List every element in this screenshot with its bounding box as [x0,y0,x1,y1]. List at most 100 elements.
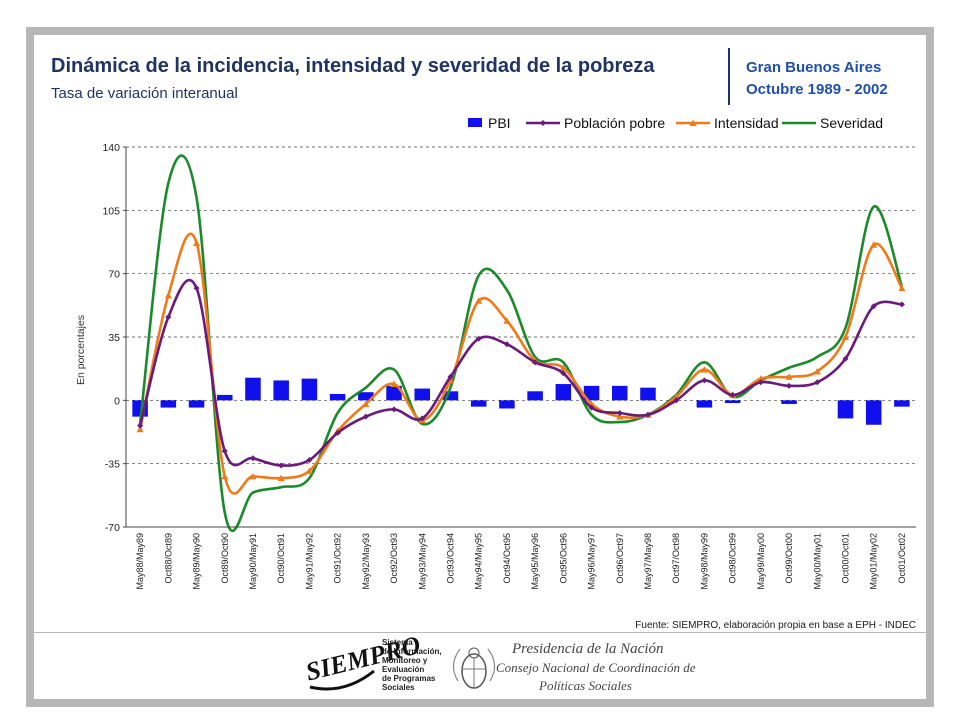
poblacion-marker [391,406,398,413]
intensidad-marker [813,367,821,375]
pbi-bar [611,385,628,401]
intensidad-marker [475,297,483,304]
legend-swatch [468,118,482,127]
x-tick-label: Oct00/Oct01 [840,533,850,584]
pbi-bar [781,400,797,404]
pbi-bar [358,392,374,401]
pbi-bar [470,400,487,407]
x-tick-label: Oct92/Oct93 [389,533,399,584]
poblacion-marker [532,359,539,366]
y-tick-label: 0 [114,395,120,407]
x-tick-label: May99/May00 [756,533,766,590]
poblacion-marker [221,448,228,454]
pbi-bar [865,400,882,425]
x-tick-label: May01/May02 [869,533,879,590]
x-tick-label: May88/May89 [135,533,145,590]
legend-item-severidad: Severidad [782,115,883,131]
intensidad-line [138,232,904,495]
pbi-bar [442,391,459,401]
presidencia-logo: Presidencia de la Nación Consejo Naciona… [452,641,696,693]
pbi-bar [414,388,431,401]
x-tick-label: May96/May97 [587,533,597,590]
poblacion-marker [898,301,905,308]
pbi-bar [583,385,600,401]
poverty-dynamics-chart: -70 -35 0 35 70 105 140 May88/May89 Oct88/Oct89… [75,115,916,693]
siempro-caption-line: Monitoreo y [382,656,428,665]
pbi-bar [724,400,741,404]
poblacion-marker [278,462,285,469]
x-tick-label: May89/May90 [192,533,202,590]
intensidad-marker [221,472,229,480]
x-tick-label: Oct94/Oct95 [502,533,512,584]
x-tick-label: Oct90/Oct91 [276,533,286,584]
pbi-bar [640,387,656,401]
poblacion-marker [137,422,144,429]
y-tick-label: 70 [108,269,120,281]
poblacion-marker [165,314,172,321]
poblacion-marker [786,382,793,389]
x-tick-label: Oct96/Oct97 [615,533,625,584]
intensidad-marker [757,375,765,382]
intensidad-marker [785,373,793,380]
x-tick-label: Oct99/Oct00 [784,533,794,584]
presidencia-line3: Políticas Sociales [538,678,632,693]
intensidad-marker [390,380,398,388]
x-tick-label: Oct97/Oct98 [671,533,681,584]
siempro-caption-line: de Información, [382,647,442,656]
pbi-bar [527,391,543,401]
x-tick-label: May97/May98 [643,533,653,590]
national-seal-icon [452,647,496,689]
pbi-bar [245,377,261,401]
x-tick-label: Oct98/Oct99 [728,533,738,584]
intensidad-marker [616,413,624,420]
y-tick-label: 35 [108,332,120,344]
poblacion-marker [701,377,708,384]
legend-item-pbi: PBI [468,115,511,131]
intensidad-marker [841,333,849,340]
x-tick-label: Oct88/Oct89 [163,533,173,584]
poblacion-marker [193,285,200,292]
pbi-bar [696,400,713,408]
x-tick-label: May90/May91 [248,533,258,590]
pbi-bar [273,380,289,401]
intensidad-marker [305,467,313,474]
x-tick-label: Oct95/Oct96 [558,533,568,584]
x-tick-label: May92/May93 [361,533,371,590]
y-axis-label: En porcentajes [75,315,87,385]
source-note: Fuente: SIEMPRO, elaboración propia en b… [635,620,916,631]
poblacion-marker [729,391,736,398]
poblacion-marker [588,404,595,411]
slide-frame: Dinámica de la incidencia, intensidad y … [26,27,934,707]
poblacion-marker [842,355,849,362]
intensidad-marker [700,366,708,373]
y-tick-label: -35 [105,459,120,471]
pbi-bar [499,400,515,409]
intensidad-marker [164,291,172,299]
region-line1: Gran Buenos Aires [746,59,882,76]
region-label: Gran Buenos Aires Octubre 1989 - 2002 [746,57,888,101]
header-divider [728,48,730,105]
poblacion-marker [757,379,764,386]
intensidad-marker [559,364,567,371]
x-tick-label: May94/May95 [474,533,484,590]
intensidad-marker [249,472,257,480]
intensidad-marker [870,241,878,248]
legend-item-intensidad: Intensidad [676,115,779,131]
y-tick-label: 105 [102,205,120,217]
intensidad-marker [193,239,201,246]
pbi-bar [301,378,318,401]
presidencia-line1: Presidencia de la Nación [511,641,664,657]
poblacion-marker [503,341,510,348]
intensidad-marker [277,474,285,482]
x-tick-label: May00/May01 [812,533,822,590]
slide-panel: Dinámica de la incidencia, intensidad y … [34,35,926,699]
siempro-caption-line: de Programas [382,674,436,683]
pbi-bar [555,384,572,401]
poblacion-marker [644,411,651,418]
intensidad-marker [136,425,144,433]
intensidad-marker [898,284,906,292]
legend-label: Población pobre [564,115,665,131]
pbi-bar [216,394,233,401]
page-title: Dinámica de la incidencia, intensidad y … [51,55,655,77]
